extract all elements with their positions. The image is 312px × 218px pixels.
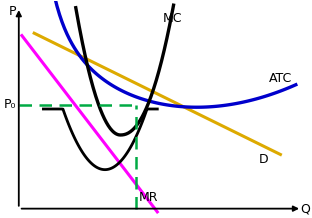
Text: Q: Q: [300, 202, 310, 215]
Text: D: D: [259, 153, 269, 165]
Text: ATC: ATC: [269, 72, 292, 85]
Text: P: P: [9, 5, 17, 18]
Text: MC: MC: [163, 12, 183, 25]
Text: P₀: P₀: [3, 98, 16, 111]
Text: MR: MR: [139, 191, 158, 204]
